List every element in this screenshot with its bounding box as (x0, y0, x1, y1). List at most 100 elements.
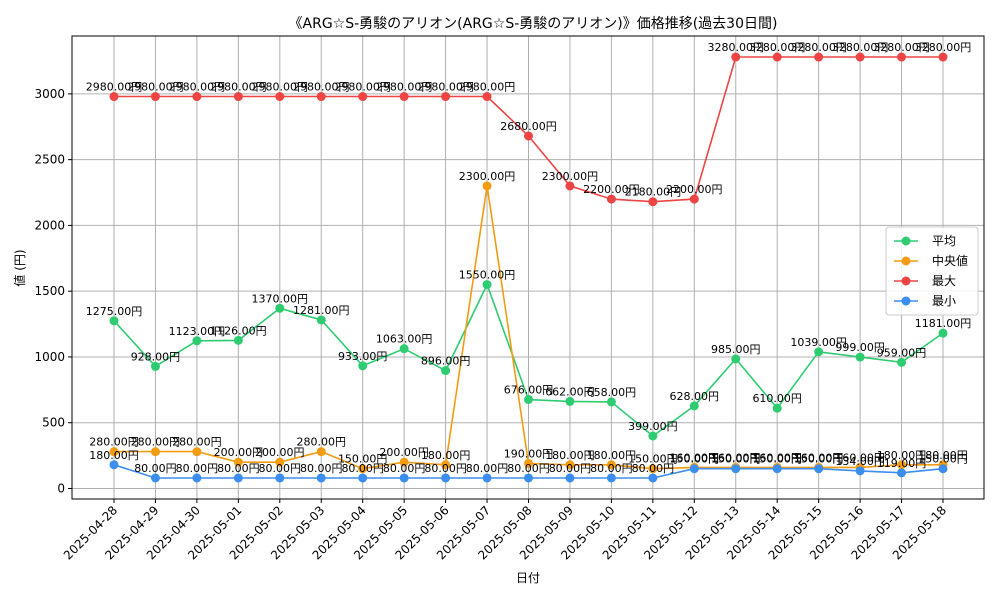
y-axis-title: 値 (円) (12, 249, 27, 286)
data-point (689, 401, 699, 411)
series (109, 52, 948, 483)
data-label: 399.00円 (628, 420, 678, 433)
y-tick-label: 1000 (34, 350, 65, 364)
data-label: 150.00円 (711, 453, 761, 466)
data-label: 2980.00円 (459, 81, 516, 94)
data-point (772, 464, 782, 474)
data-point (109, 92, 119, 102)
legend-entry: 最大 (932, 274, 956, 288)
data-point (441, 473, 451, 483)
data-label: 2980.00円 (376, 81, 433, 94)
data-point (109, 447, 119, 457)
data-point (109, 460, 119, 470)
data-point (399, 344, 409, 354)
data-label: 3280.00円 (832, 41, 889, 54)
data-label: 2300.00円 (542, 170, 599, 183)
legend-entry: 平均 (932, 234, 956, 248)
data-label: 150.00円 (670, 453, 720, 466)
data-point (150, 92, 160, 102)
data-label: 928.00円 (131, 350, 181, 363)
legend-entry: 中央値 (932, 253, 968, 268)
data-point (731, 52, 741, 62)
data-point (772, 52, 782, 62)
data-label: 662.00円 (545, 385, 595, 398)
data-point (399, 92, 409, 102)
data-label: 80.00円 (383, 462, 426, 475)
data-point (358, 473, 368, 483)
legend-entry: 最小 (932, 294, 956, 308)
data-point (441, 460, 451, 470)
data-point (897, 468, 907, 478)
y-tick-label: 2000 (34, 218, 65, 232)
data-point (524, 458, 533, 468)
data-point (772, 403, 782, 413)
legend-box (885, 226, 979, 316)
data-point (109, 316, 119, 326)
data-label: 280.00円 (172, 436, 222, 449)
data-point (482, 473, 492, 483)
data-point (897, 357, 907, 367)
data-label: 280.00円 (89, 436, 139, 449)
data-label: 1275.00円 (86, 305, 143, 318)
data-label: 985.00円 (711, 343, 761, 356)
data-point (316, 447, 326, 457)
data-label: 80.00円 (507, 462, 550, 475)
data-point (565, 460, 575, 470)
data-label: 676.00円 (504, 384, 554, 397)
data-point (275, 92, 285, 102)
data-point (192, 447, 202, 457)
data-point (938, 464, 948, 474)
data-label: 150.00円 (918, 453, 968, 466)
data-label: 80.00円 (590, 462, 633, 475)
data-point (938, 52, 948, 62)
data-point (233, 335, 243, 345)
data-point (150, 473, 160, 483)
data-point (897, 460, 907, 470)
data-point (606, 194, 616, 204)
data-point (316, 473, 326, 483)
data-label: 80.00円 (549, 462, 592, 475)
data-point (606, 473, 616, 483)
series-最小 (109, 460, 948, 483)
data-label: 2980.00円 (293, 81, 350, 94)
data-label: 1123.00円 (169, 325, 226, 338)
legend-swatch-marker (901, 276, 911, 286)
data-point (648, 473, 658, 483)
data-label: 658.00円 (587, 386, 637, 399)
data-point (814, 464, 824, 474)
data-label: 200.00円 (255, 446, 305, 459)
data-point (855, 352, 865, 362)
data-label: 80.00円 (217, 462, 260, 475)
y-tick-label: 0 (57, 481, 65, 495)
data-point (399, 473, 409, 483)
chart-title: 《ARG☆S-勇駿のアリオン(ARG☆S-勇駿のアリオン)》価格推移(過去30日… (289, 16, 778, 32)
data-point (150, 361, 160, 371)
x-axis-title: 日付 (516, 571, 540, 585)
y-tick-label: 1500 (34, 284, 65, 298)
data-label: 1281.00円 (293, 304, 350, 317)
y-tick-label: 500 (42, 416, 65, 430)
data-point (648, 464, 658, 474)
data-point (855, 466, 865, 476)
data-point (814, 52, 824, 62)
data-label: 3280.00円 (790, 41, 847, 54)
data-label: 190.00円 (504, 447, 554, 460)
series-平均 (109, 280, 948, 441)
data-point (482, 181, 492, 191)
data-point (192, 473, 202, 483)
data-point (855, 52, 865, 62)
data-label: 150.00円 (752, 453, 802, 466)
data-point (689, 464, 699, 474)
data-label: 2680.00円 (500, 120, 557, 133)
data-point (399, 457, 409, 467)
data-point (524, 131, 533, 141)
data-label: 2980.00円 (210, 81, 267, 94)
data-label: 999.00円 (835, 341, 885, 354)
data-point (938, 328, 948, 338)
data-label: 119.00円 (877, 457, 927, 470)
legend-swatch-marker (901, 236, 911, 246)
data-label: 1370.00円 (252, 292, 309, 305)
data-point (897, 52, 907, 62)
data-label: 180.00円 (918, 449, 968, 462)
